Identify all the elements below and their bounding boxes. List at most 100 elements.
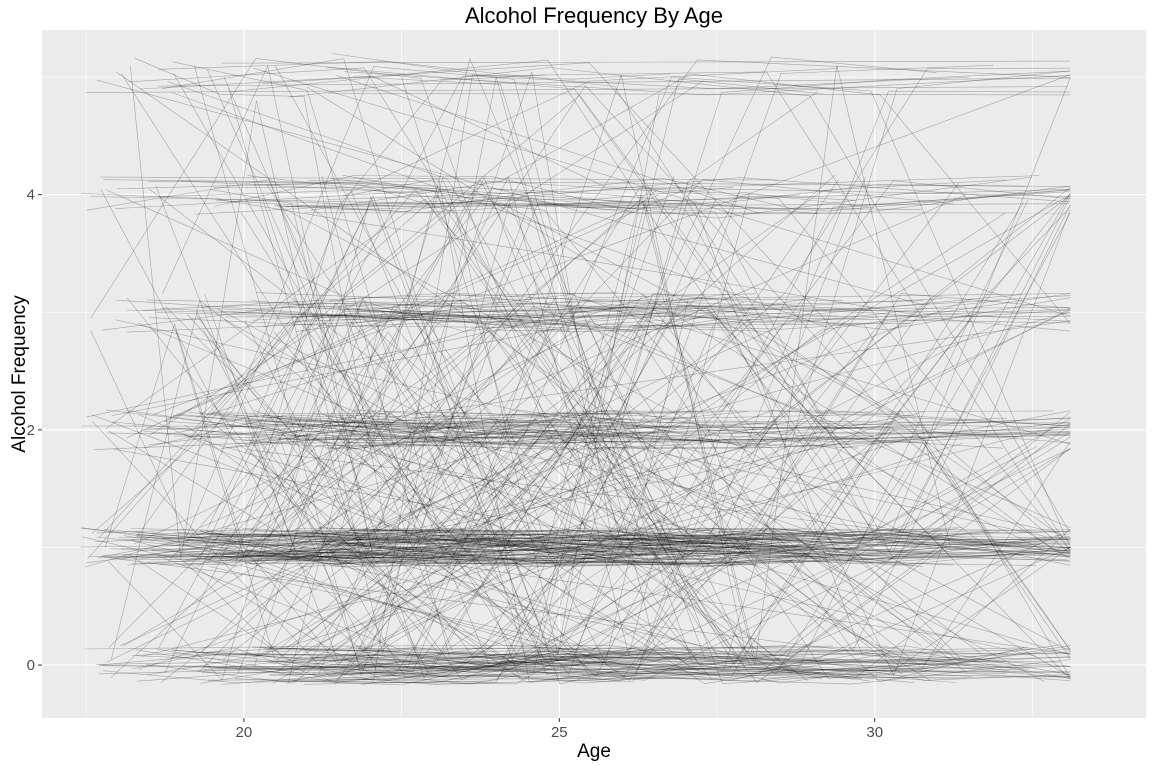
- series-line: [211, 423, 1004, 449]
- series-line: [247, 449, 1071, 554]
- series-line: [156, 433, 740, 674]
- series-line: [347, 661, 1071, 675]
- series-line: [269, 298, 843, 676]
- series-line: [311, 448, 1071, 674]
- series-line: [353, 410, 734, 651]
- series-line: [182, 528, 1071, 566]
- series-line: [86, 179, 1071, 564]
- series-line: [161, 58, 1071, 658]
- series-line: [268, 419, 933, 428]
- series-line: [356, 64, 994, 675]
- series-line: [96, 528, 545, 543]
- series-line: [319, 660, 952, 668]
- series-line: [90, 58, 586, 531]
- series-line: [184, 196, 1071, 560]
- series-line: [325, 645, 1071, 680]
- series-line: [134, 440, 630, 545]
- series-line: [217, 538, 1071, 561]
- series-line: [160, 308, 1071, 543]
- series-line: [148, 181, 819, 215]
- series-line: [80, 539, 1071, 548]
- series-line: [115, 319, 1061, 534]
- series-line: [131, 411, 777, 533]
- series-line: [285, 411, 795, 449]
- series-line: [183, 434, 590, 554]
- series-line: [286, 427, 721, 683]
- series-line: [239, 536, 924, 558]
- series-line: [141, 423, 1071, 657]
- series-line: [142, 417, 1008, 437]
- series-line: [175, 73, 671, 681]
- series-line: [148, 421, 531, 446]
- series-line: [329, 178, 1071, 210]
- series-line: [119, 434, 1045, 682]
- series-line: [266, 184, 1071, 682]
- series-line: [332, 308, 1071, 552]
- series-line: [312, 658, 1071, 674]
- series-line: [133, 295, 1071, 545]
- series-line: [329, 300, 873, 312]
- series-line: [100, 434, 573, 567]
- series-line: [220, 412, 1043, 550]
- series-line: [98, 78, 824, 675]
- series-line: [94, 187, 1071, 542]
- series-line: [183, 411, 1071, 667]
- series-line: [262, 62, 916, 419]
- series-line: [275, 195, 655, 566]
- series-line: [319, 421, 822, 683]
- series-line: [401, 65, 951, 666]
- series-line: [151, 532, 1071, 549]
- series-line: [111, 418, 1071, 679]
- series-line: [128, 554, 624, 664]
- series-line: [226, 421, 1071, 449]
- series-line: [337, 414, 915, 566]
- series-line: [111, 321, 1071, 529]
- series-line: [100, 189, 700, 672]
- series-line: [235, 649, 1034, 669]
- series-line: [96, 647, 1029, 665]
- series-line: [163, 182, 700, 422]
- series-line: [331, 301, 744, 567]
- series-line: [313, 657, 1007, 674]
- series-line: [224, 77, 1071, 565]
- series-line: [201, 306, 866, 653]
- series-line: [152, 296, 557, 557]
- series-line: [116, 71, 961, 663]
- series-line: [329, 658, 997, 665]
- series-line: [354, 306, 798, 323]
- series-line: [105, 198, 746, 667]
- series-line: [220, 554, 1071, 677]
- series-line: [97, 553, 802, 558]
- y-tick-label: 2: [27, 422, 35, 439]
- series-line: [360, 529, 1071, 541]
- y-axis-title: Alcohol Frequency: [9, 295, 30, 453]
- series-line: [148, 188, 1034, 531]
- series-line: [292, 179, 839, 546]
- series-line: [337, 188, 1071, 211]
- series-line: [335, 435, 1071, 566]
- series-line: [242, 645, 1071, 678]
- series-line: [90, 196, 919, 427]
- series-line: [252, 549, 924, 655]
- series-line: [102, 549, 1037, 657]
- series-line: [253, 67, 1071, 317]
- series-line: [208, 566, 708, 673]
- series-line: [310, 73, 1071, 324]
- series-line: [204, 294, 657, 557]
- series-line: [137, 322, 630, 424]
- series-line: [146, 176, 750, 676]
- series-line: [305, 433, 790, 563]
- series-line: [262, 300, 902, 435]
- series-line: [295, 528, 1024, 555]
- series-line: [265, 647, 687, 659]
- series-line: [253, 194, 1071, 659]
- series-line: [343, 311, 1071, 684]
- series-line: [80, 527, 694, 565]
- series-line: [96, 79, 925, 306]
- series-line: [131, 323, 784, 670]
- series-line: [124, 416, 778, 560]
- series-line: [162, 64, 689, 556]
- series-line: [355, 67, 1071, 668]
- series-line: [171, 653, 1071, 656]
